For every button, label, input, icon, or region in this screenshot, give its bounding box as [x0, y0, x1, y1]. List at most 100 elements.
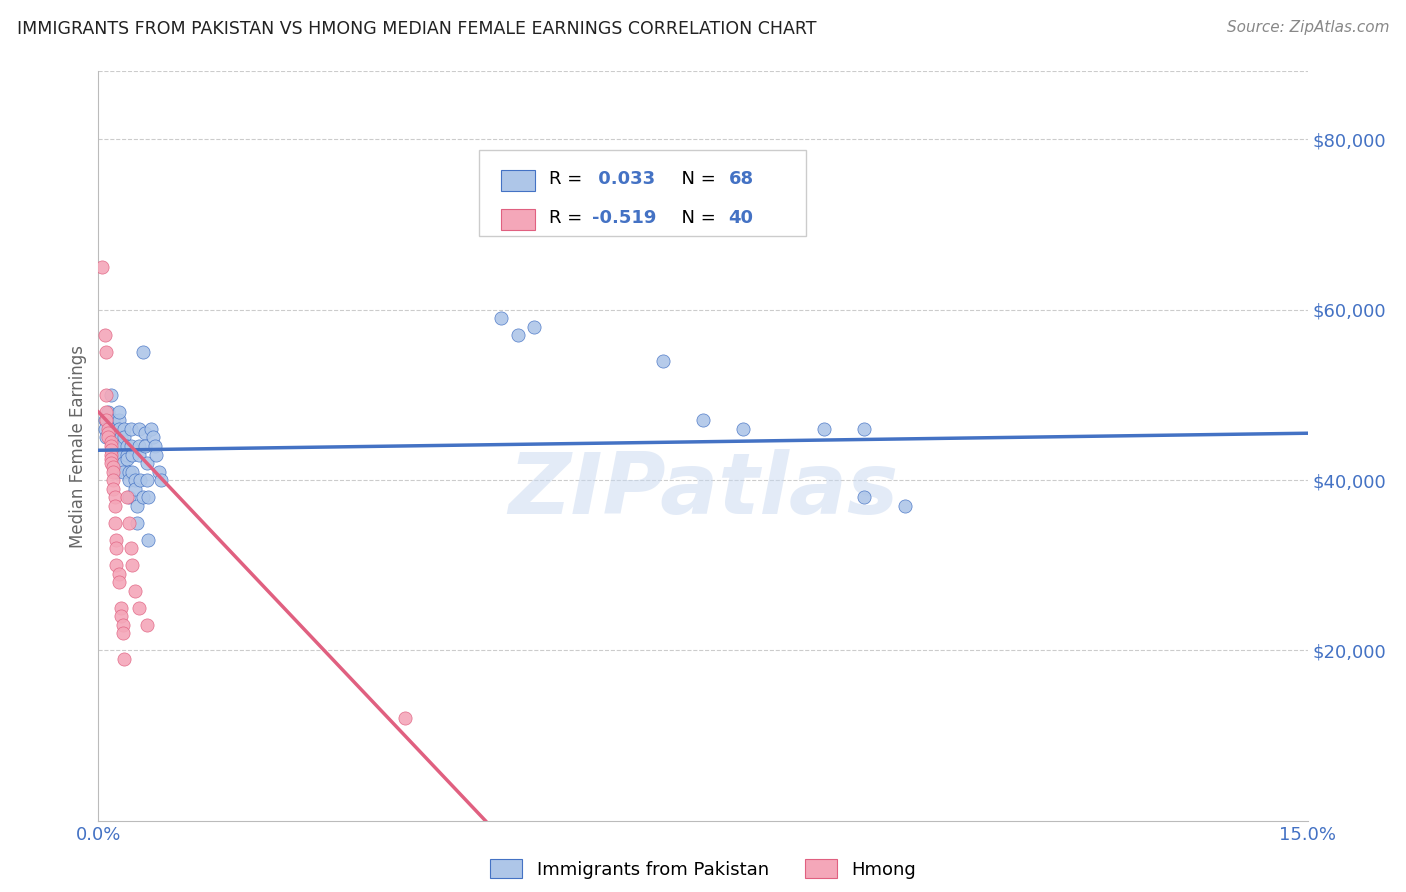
Point: [97, 430, 120, 444]
Point: [103, 516, 125, 530]
Point: [121, 558, 143, 573]
Text: R =: R =: [550, 169, 589, 187]
Bar: [501, 170, 534, 191]
Point: [110, 439, 132, 453]
Point: [143, 439, 166, 453]
Point: [111, 626, 134, 640]
Point: [103, 490, 125, 504]
Point: [145, 448, 167, 462]
Point: [139, 422, 162, 436]
Point: [692, 413, 714, 427]
Point: [107, 575, 129, 590]
Point: [523, 319, 546, 334]
Point: [101, 448, 124, 462]
Y-axis label: Median Female Earnings: Median Female Earnings: [69, 344, 87, 548]
Point: [128, 600, 150, 615]
Point: [100, 417, 122, 432]
Point: [100, 434, 122, 449]
Bar: [501, 210, 534, 230]
Point: [134, 426, 156, 441]
Point: [135, 473, 157, 487]
Point: [111, 617, 134, 632]
Point: [101, 482, 124, 496]
Point: [853, 422, 876, 436]
Point: [100, 456, 122, 470]
Point: [103, 439, 125, 453]
Text: N =: N =: [671, 169, 721, 187]
Point: [115, 439, 138, 453]
Point: [129, 473, 152, 487]
Point: [124, 473, 146, 487]
Text: -0.519: -0.519: [592, 209, 657, 227]
Point: [491, 311, 513, 326]
Point: [134, 439, 156, 453]
Point: [111, 456, 134, 470]
Point: [118, 490, 141, 504]
Text: 68: 68: [728, 169, 754, 187]
Point: [103, 422, 125, 436]
Point: [148, 465, 170, 479]
Point: [101, 413, 124, 427]
Point: [733, 422, 755, 436]
Point: [853, 490, 876, 504]
Point: [127, 499, 149, 513]
Point: [110, 430, 132, 444]
Point: [100, 426, 122, 441]
FancyBboxPatch shape: [479, 150, 806, 236]
Point: [135, 617, 157, 632]
Text: N =: N =: [671, 209, 721, 227]
Point: [132, 490, 155, 504]
Point: [94, 413, 117, 427]
Point: [91, 260, 114, 275]
Point: [103, 430, 125, 444]
Point: [132, 345, 155, 359]
Point: [893, 499, 915, 513]
Point: [96, 430, 118, 444]
Point: [100, 448, 122, 462]
Point: [105, 465, 128, 479]
Point: [107, 413, 129, 427]
Point: [118, 465, 141, 479]
Point: [150, 473, 173, 487]
Point: [128, 448, 150, 462]
Text: IMMIGRANTS FROM PAKISTAN VS HMONG MEDIAN FEMALE EARNINGS CORRELATION CHART: IMMIGRANTS FROM PAKISTAN VS HMONG MEDIAN…: [17, 20, 817, 37]
Point: [111, 448, 134, 462]
Text: Source: ZipAtlas.com: Source: ZipAtlas.com: [1226, 20, 1389, 35]
Point: [100, 451, 122, 466]
Point: [120, 439, 142, 453]
Point: [101, 465, 124, 479]
Point: [111, 465, 134, 479]
Point: [115, 451, 138, 466]
Point: [124, 482, 146, 496]
Text: ZIPatlas: ZIPatlas: [508, 450, 898, 533]
Point: [96, 388, 118, 402]
Point: [394, 711, 416, 725]
Point: [124, 583, 146, 598]
Point: [127, 516, 149, 530]
Point: [138, 533, 160, 547]
Point: [97, 426, 120, 441]
Point: [110, 609, 132, 624]
Point: [100, 388, 122, 402]
Point: [101, 460, 124, 475]
Point: [96, 413, 118, 427]
Point: [115, 448, 138, 462]
Point: [120, 422, 142, 436]
Point: [107, 566, 129, 581]
Point: [100, 443, 122, 458]
Point: [107, 405, 129, 419]
Point: [110, 600, 132, 615]
Point: [105, 533, 128, 547]
Point: [96, 405, 118, 419]
Point: [142, 430, 165, 444]
Point: [97, 422, 120, 436]
Point: [101, 473, 124, 487]
Point: [112, 652, 135, 666]
Point: [105, 451, 128, 466]
Point: [121, 448, 143, 462]
Point: [118, 516, 141, 530]
Point: [128, 439, 150, 453]
Point: [94, 328, 117, 343]
Point: [94, 422, 117, 436]
Point: [138, 490, 160, 504]
